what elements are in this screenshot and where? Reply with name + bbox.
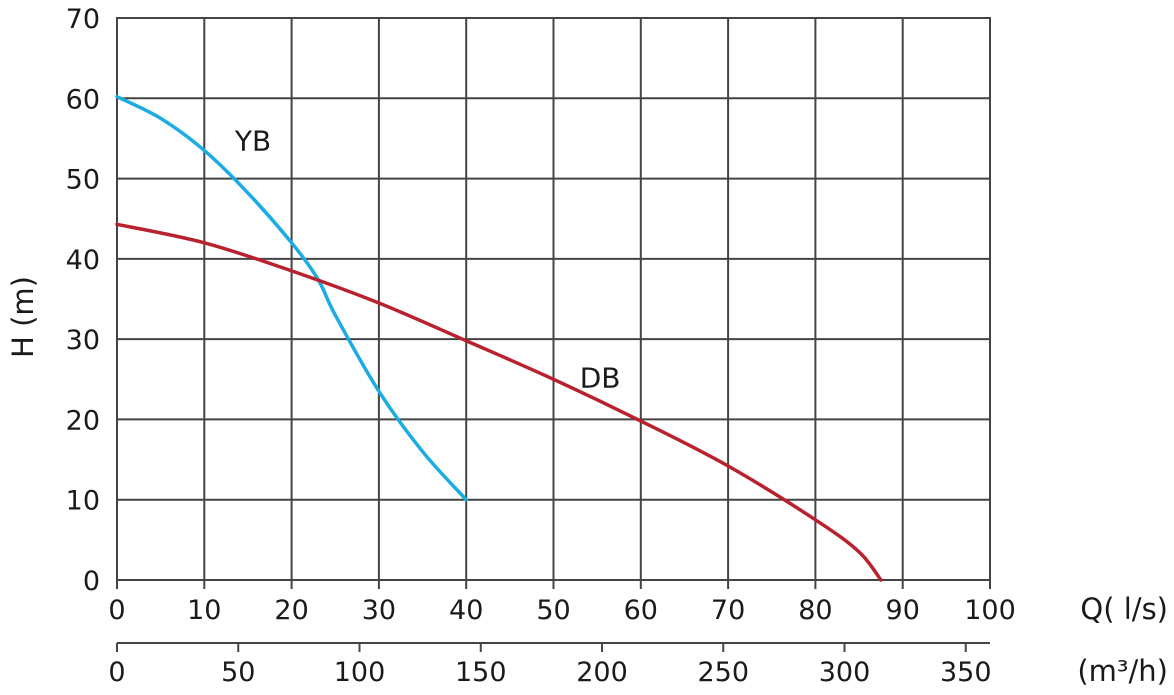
y-tick-label: 60 bbox=[66, 84, 100, 115]
x-tick-label: 50 bbox=[536, 595, 570, 626]
secondary-x-axis-label: (m³/h) bbox=[1077, 654, 1168, 688]
grid bbox=[116, 17, 991, 652]
curves: YB DB bbox=[115, 94, 883, 582]
series-line-yb bbox=[115, 94, 468, 502]
y-tick-label: 30 bbox=[66, 325, 100, 356]
y-tick-label: 70 bbox=[66, 4, 100, 35]
x-tick-label: 100 bbox=[964, 595, 1016, 626]
y-tick-label: 10 bbox=[66, 486, 100, 517]
y-tick-label: 40 bbox=[66, 245, 100, 276]
plot-frame bbox=[116, 17, 991, 581]
y-axis-label: H (m) bbox=[6, 276, 40, 358]
series-label-yb: YB bbox=[234, 124, 271, 157]
x-axis-label: Q( l/s) bbox=[1080, 592, 1168, 626]
secondary-x-tick-label: 0 bbox=[108, 657, 125, 688]
secondary-x-tick-label: 300 bbox=[819, 657, 871, 688]
x-tick-label: 70 bbox=[711, 595, 745, 626]
y-tick-label: 0 bbox=[83, 566, 100, 597]
tick-labels: 0 10 20 30 40 50 60 70 80 90 100 0 10 20 30 40 50 60 70 0 50… bbox=[66, 4, 1016, 688]
series-label-db: DB bbox=[580, 361, 621, 394]
secondary-x-tick-label: 200 bbox=[576, 657, 628, 688]
secondary-x-tick-label: 350 bbox=[940, 657, 992, 688]
secondary-x-tick-label: 150 bbox=[455, 657, 507, 688]
secondary-x-tick-label: 100 bbox=[334, 657, 386, 688]
x-tick-label: 40 bbox=[449, 595, 483, 626]
axis-labels: H (m) Q( l/s) (m³/h) bbox=[6, 276, 1168, 688]
series-line-db bbox=[115, 222, 883, 582]
x-tick-label: 0 bbox=[108, 595, 125, 626]
x-tick-label: 20 bbox=[274, 595, 308, 626]
y-tick-label: 20 bbox=[66, 405, 100, 436]
x-tick-label: 60 bbox=[624, 595, 658, 626]
y-tick-label: 50 bbox=[66, 165, 100, 196]
x-tick-label: 10 bbox=[187, 595, 221, 626]
x-tick-label: 80 bbox=[798, 595, 832, 626]
secondary-x-tick-label: 50 bbox=[221, 657, 255, 688]
x-tick-label: 90 bbox=[886, 595, 920, 626]
x-tick-label: 30 bbox=[362, 595, 396, 626]
secondary-x-tick-label: 250 bbox=[697, 657, 749, 688]
